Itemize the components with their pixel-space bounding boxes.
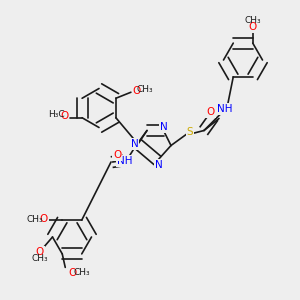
Text: N: N bbox=[130, 139, 138, 149]
Text: CH₃: CH₃ bbox=[136, 85, 153, 94]
Text: N: N bbox=[160, 122, 167, 132]
Text: O: O bbox=[69, 268, 77, 278]
Text: O: O bbox=[206, 107, 215, 117]
Text: O: O bbox=[113, 150, 121, 161]
Text: O: O bbox=[133, 86, 141, 96]
Text: NH: NH bbox=[217, 103, 233, 114]
Text: H₃C: H₃C bbox=[48, 110, 64, 119]
Text: CH₃: CH₃ bbox=[27, 215, 44, 224]
Text: CH₃: CH₃ bbox=[74, 268, 90, 277]
Text: CH₃: CH₃ bbox=[31, 254, 48, 263]
Text: S: S bbox=[187, 127, 193, 137]
Text: O: O bbox=[35, 247, 44, 257]
Text: O: O bbox=[60, 111, 68, 121]
Text: O: O bbox=[249, 22, 257, 32]
Text: N: N bbox=[155, 160, 163, 170]
Text: O: O bbox=[39, 214, 47, 224]
Text: CH₃: CH₃ bbox=[244, 16, 261, 25]
Text: NH: NH bbox=[117, 156, 133, 167]
